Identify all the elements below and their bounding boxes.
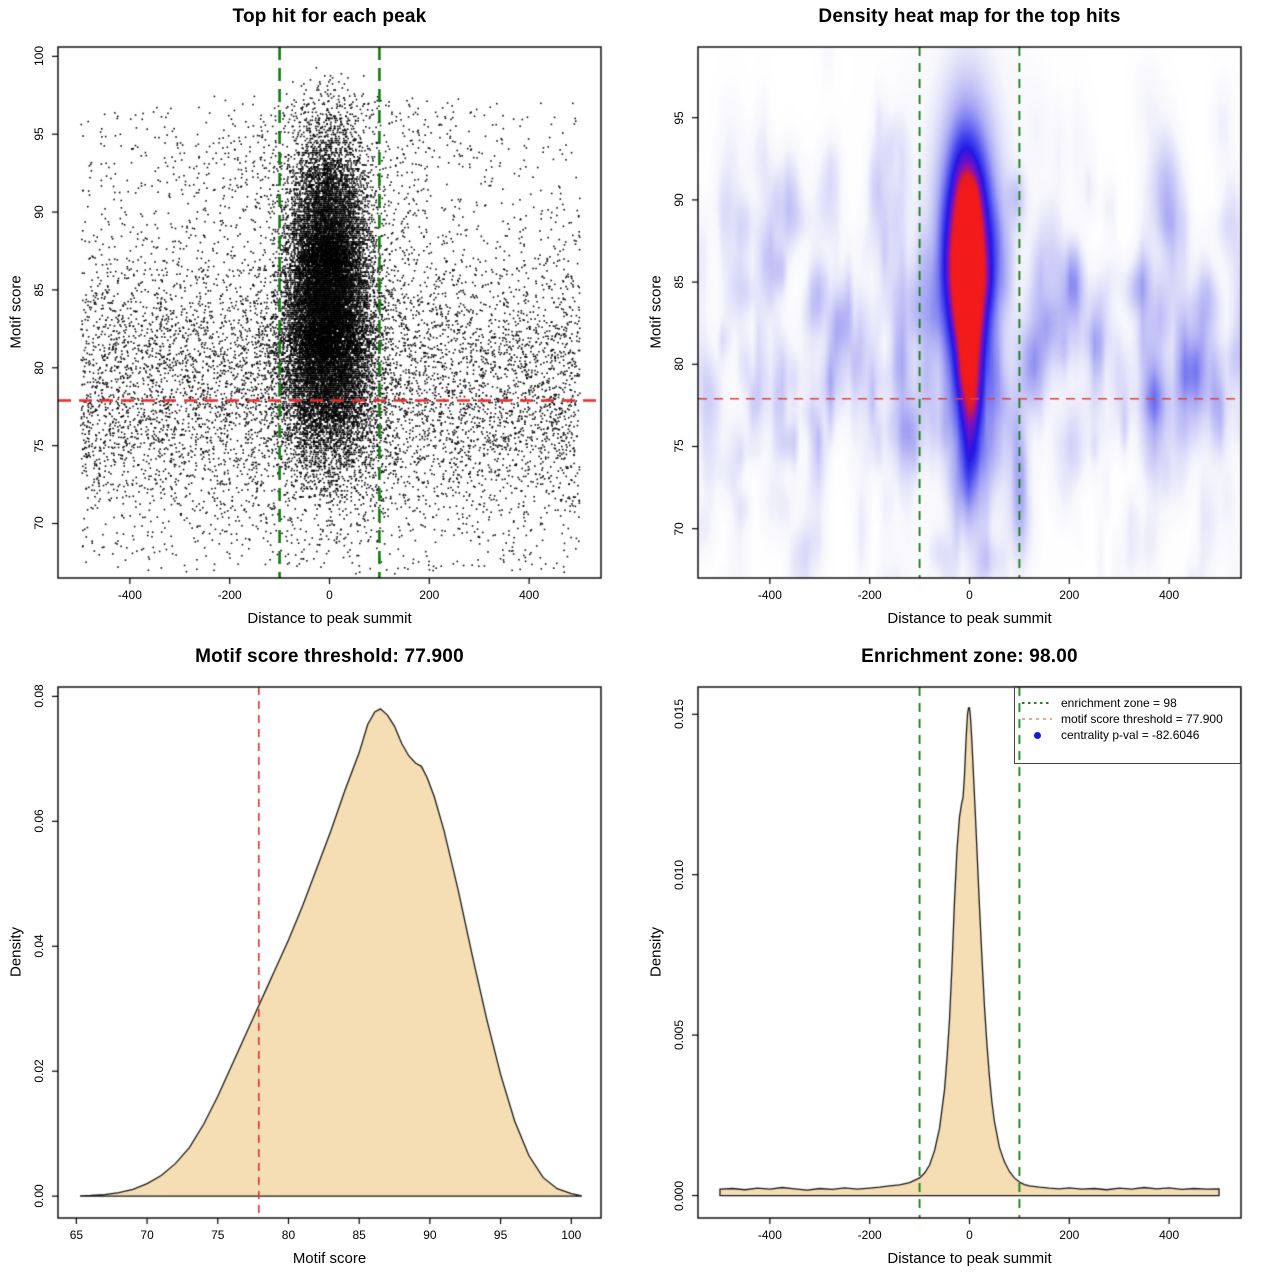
motif-threshold-line-swatch: [1022, 717, 1052, 721]
y-tick-label: 85: [32, 283, 46, 297]
y-tick-label: 0.06: [32, 809, 46, 833]
plot-title: Enrichment zone: 98.00: [861, 646, 1078, 667]
panel-top-hit-scatter: Top hit for each peak Distance to peak s…: [0, 0, 640, 640]
panel-motif-score-density: Motif score threshold: 77.900 Motif scor…: [0, 640, 640, 1280]
y-tick-label: 0.010: [672, 859, 686, 890]
x-tick-label: 400: [1159, 1228, 1180, 1242]
x-tick-label: 75: [211, 1228, 225, 1242]
x-tick-label: 70: [140, 1228, 154, 1242]
motif-density-canvas: [0, 640, 640, 1280]
legend-label: motif score threshold = 77.900: [1061, 712, 1223, 726]
legend: enrichment zone = 98 motif score thresho…: [1014, 686, 1241, 764]
centrality-point-swatch: [1022, 731, 1052, 739]
x-tick-label: 0: [966, 1228, 973, 1242]
y-tick-label: 0.00: [32, 1184, 46, 1208]
y-axis-label: Density: [7, 926, 25, 978]
y-tick-label: 100: [32, 46, 46, 67]
y-axis-label: Motif score: [647, 275, 665, 349]
y-tick-label: 95: [672, 111, 686, 125]
x-tick-label: -200: [857, 1228, 882, 1242]
scatter-plot-canvas: [0, 0, 640, 640]
x-axis-label: Distance to peak summit: [247, 610, 412, 627]
y-tick-label: 80: [32, 361, 46, 375]
legend-row-centrality-pval: centrality p-val = -82.6046: [1022, 727, 1240, 743]
heatmap-canvas: [640, 0, 1280, 640]
y-tick-label: 0.08: [32, 684, 46, 709]
panel-distance-density: Enrichment zone: 98.00 Distance to peak …: [640, 640, 1280, 1280]
legend-row-enrichment-zone: enrichment zone = 98: [1022, 695, 1240, 711]
x-tick-label: 200: [419, 588, 440, 602]
x-tick-label: 400: [1159, 588, 1180, 602]
legend-row-motif-threshold: motif score threshold = 77.900: [1022, 711, 1240, 727]
y-tick-label: 75: [32, 438, 46, 453]
x-tick-label: -400: [757, 588, 782, 602]
y-tick-label: 80: [672, 357, 686, 371]
y-tick-label: 70: [32, 516, 46, 531]
legend-label: centrality p-val = -82.6046: [1061, 728, 1200, 742]
x-tick-label: -200: [857, 588, 882, 602]
x-tick-label: 90: [423, 1228, 437, 1242]
y-tick-label: 95: [32, 127, 46, 141]
enrichment-zone-line-swatch: [1022, 702, 1052, 704]
x-tick-label: 65: [69, 1228, 84, 1242]
y-tick-label: 0.000: [672, 1180, 686, 1211]
x-tick-label: 200: [1059, 588, 1080, 602]
y-tick-label: 0.005: [672, 1020, 686, 1051]
x-tick-label: -400: [117, 588, 142, 602]
plot-title: Top hit for each peak: [232, 6, 427, 27]
x-axis-label: Motif score: [292, 1250, 367, 1267]
x-tick-label: 0: [326, 588, 333, 602]
x-tick-label: 0: [966, 588, 973, 602]
x-axis-label: Distance to peak summit: [887, 610, 1052, 627]
x-tick-label: 85: [352, 1228, 366, 1242]
y-tick-label: 90: [32, 205, 46, 219]
legend-label: enrichment zone = 98: [1061, 696, 1177, 710]
y-tick-label: 90: [672, 193, 686, 207]
y-tick-label: 0.015: [672, 699, 686, 730]
plot-title: Density heat map for the top hits: [818, 6, 1121, 27]
panel-density-heatmap: Density heat map for the top hits Distan…: [640, 0, 1280, 640]
y-axis-label: Density: [647, 926, 665, 978]
x-tick-label: 400: [519, 588, 540, 602]
distance-density-canvas: [640, 640, 1280, 1280]
y-tick-label: 75: [672, 439, 686, 454]
blue-point-icon: [1033, 731, 1041, 739]
y-axis-label: Motif score: [7, 275, 25, 349]
x-tick-label: 200: [1059, 1228, 1080, 1242]
x-tick-label: -400: [757, 1228, 782, 1242]
x-tick-label: 80: [281, 1228, 296, 1242]
plot-title: Motif score threshold: 77.900: [195, 646, 464, 667]
x-tick-label: 95: [493, 1228, 508, 1242]
y-tick-label: 0.04: [32, 934, 46, 958]
y-tick-label: 85: [672, 275, 686, 289]
y-tick-label: 0.02: [32, 1059, 46, 1083]
x-tick-label: 100: [561, 1228, 582, 1242]
x-axis-label: Distance to peak summit: [887, 1250, 1052, 1267]
y-tick-label: 70: [672, 521, 686, 536]
x-tick-label: -200: [217, 588, 242, 602]
